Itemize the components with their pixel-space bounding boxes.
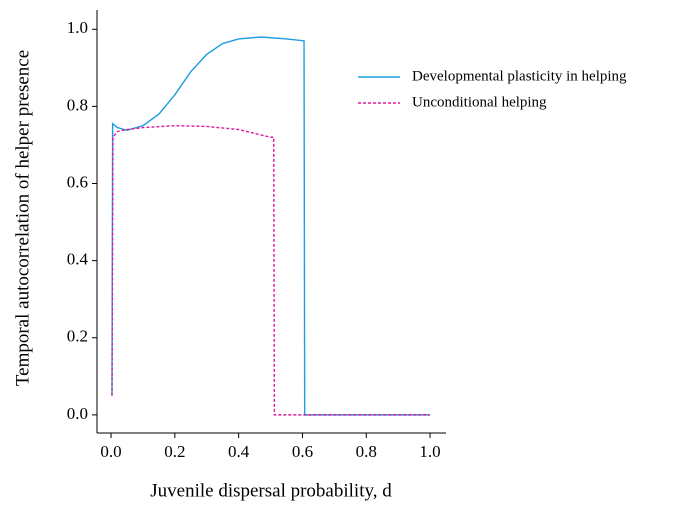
y-tick-label: 0.8 <box>67 95 88 114</box>
y-tick-label: 0.0 <box>67 404 88 423</box>
series-line <box>111 124 431 416</box>
series-line <box>111 36 431 416</box>
x-tick-label: 0.0 <box>100 442 121 461</box>
x-tick-label: 1.0 <box>419 442 440 461</box>
x-axis-label: Juvenile dispersal probability, d <box>150 480 392 501</box>
x-tick-label: 0.4 <box>228 442 250 461</box>
y-axis-label: Temporal autocorrelation of helper prese… <box>12 50 33 386</box>
y-tick-label: 0.6 <box>67 172 88 191</box>
y-tick-label: 1.0 <box>67 18 88 37</box>
y-tick-label: 0.4 <box>67 250 89 269</box>
legend-label: Unconditional helping <box>412 94 547 110</box>
legend-label: Developmental plasticity in helping <box>412 68 627 84</box>
x-tick-label: 0.8 <box>356 442 377 461</box>
y-tick-label: 0.2 <box>67 327 88 346</box>
x-tick-label: 0.6 <box>292 442 313 461</box>
x-tick-label: 0.2 <box>164 442 185 461</box>
